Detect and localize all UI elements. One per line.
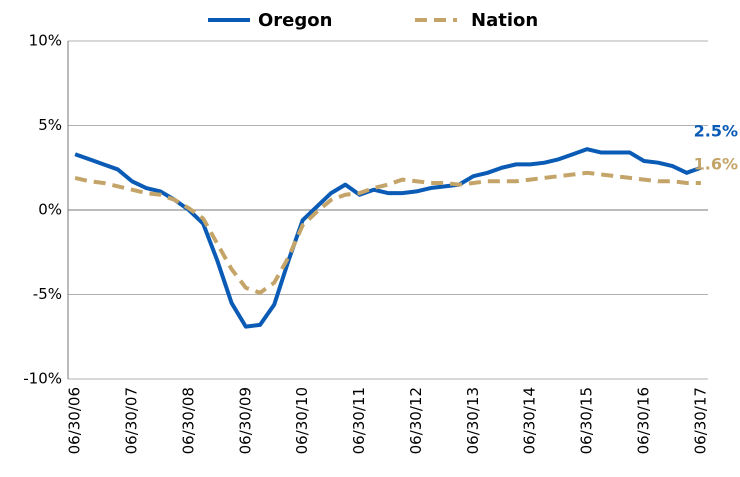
y-tick-label: 10% <box>29 32 62 50</box>
x-tick-label: 06/30/12 <box>407 387 425 454</box>
x-tick-label: 06/30/15 <box>578 387 596 454</box>
x-tick-label: 06/30/17 <box>691 387 709 454</box>
x-tick-label: 06/30/10 <box>293 387 311 454</box>
y-tick-label: 0% <box>38 201 62 219</box>
series-line <box>74 147 702 329</box>
x-tick-label: 06/30/09 <box>236 387 254 454</box>
x-tick-label: 06/30/14 <box>521 387 539 454</box>
series-line <box>74 170 701 295</box>
x-tick-label: 06/30/07 <box>123 387 141 454</box>
y-tick-label: -5% <box>33 285 62 303</box>
y-tick-label: 5% <box>38 116 62 134</box>
x-tick-label: 06/30/08 <box>179 387 197 454</box>
legend-label: Oregon <box>258 10 332 31</box>
x-tick-label: 06/30/06 <box>66 387 84 454</box>
x-tick-label: 06/30/11 <box>350 387 368 454</box>
value-label: 2.5% <box>694 121 738 140</box>
legend-label: Nation <box>471 10 538 31</box>
x-tick-label: 06/30/16 <box>635 387 653 454</box>
value-label: 1.6% <box>694 154 738 173</box>
y-tick-label: -10% <box>23 370 62 388</box>
x-tick-label: 06/30/13 <box>464 387 482 454</box>
